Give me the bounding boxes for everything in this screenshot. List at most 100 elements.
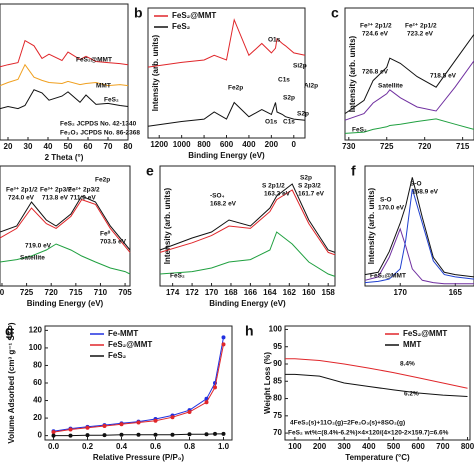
data-point (221, 431, 226, 436)
annotation: 703.5 eV (100, 239, 127, 246)
panel-letter: c (331, 5, 339, 21)
data-point (68, 427, 73, 432)
y-tick-label: 75 (273, 411, 282, 420)
y-tick-label: 80 (273, 394, 282, 403)
series-line (0, 243, 131, 275)
series-line (147, 18, 306, 68)
series-line (285, 358, 468, 389)
x-tick-label: 165 (449, 288, 463, 297)
panel: 0.0 0.2 0.4 0.6 0.8 1.0 0 20 40 60 80 100 120 Relativ… (5, 322, 233, 462)
x-tick-label: 200 (265, 140, 279, 149)
annotation: S 2p1/2 (262, 183, 285, 190)
x-tick-label: 50 (64, 142, 73, 151)
annotation: FeS₂ JCPDS No. 42-1340 (60, 121, 137, 128)
series-line (364, 188, 474, 284)
annotation: Fe₂O₃ JCPDS No. 86-2368 (60, 130, 140, 137)
annotation: Si2p (293, 63, 307, 70)
x-tick-label: 725 (20, 288, 34, 297)
x-tick-label: 720 (418, 142, 432, 151)
annotation: O1s (268, 37, 281, 44)
x-tick-label: 160 (302, 288, 316, 297)
series-line (0, 63, 129, 87)
annotation: 163.3 eV (264, 191, 291, 198)
annotation: S2p (283, 95, 295, 102)
x-axis-label: 2 Theta (°) (45, 153, 84, 162)
legend-label: FeS₂@MMT (403, 329, 447, 338)
legend-label: FeS₂ (172, 22, 191, 31)
annotation: 168.2 eV (210, 201, 237, 208)
annotation: FeS₂ (170, 273, 185, 280)
series-line (364, 227, 474, 285)
annotation: MMT (96, 83, 111, 90)
annotation: 718.5 eV (430, 73, 457, 80)
series-line (285, 373, 468, 397)
y-tick-label: 100 (29, 343, 43, 352)
panel-letter: b (134, 5, 143, 21)
x-tick-label: 1.0 (218, 442, 230, 451)
y-tick-label: 100 (269, 325, 283, 334)
annotation: 170.0 eV (378, 205, 405, 212)
series-line (0, 89, 129, 110)
x-tick-label: 720 (45, 288, 59, 297)
annotation: -SO₄ (210, 193, 225, 200)
series-line (344, 60, 474, 121)
plot-frame (0, 165, 131, 287)
x-tick-label: 162 (283, 288, 297, 297)
y-axis-label: Intensity (arb. units) (151, 34, 160, 111)
y-tick-label: 20 (33, 413, 42, 422)
x-tick-label: 0.0 (48, 442, 60, 451)
annotation: S2p (300, 175, 312, 182)
y-tick-label: 0 (38, 431, 43, 440)
series-line (344, 118, 474, 134)
x-tick-label: 0.4 (116, 442, 128, 451)
x-tick-label: 40 (44, 142, 53, 151)
x-tick-label: 200 (313, 442, 327, 451)
annotation: 161.7 eV (298, 191, 325, 198)
y-tick-label: 95 (273, 342, 282, 351)
plot-frame (0, 3, 129, 141)
x-tick-label: 0.8 (184, 442, 196, 451)
data-point (213, 431, 217, 436)
x-tick-label: 715 (456, 142, 470, 151)
x-tick-label: 100 (288, 442, 302, 451)
panel: 0 725 720 715 710 705 Binding Energy (eV) Fe2p F… (0, 165, 132, 308)
data-point (170, 415, 175, 420)
annotation: FeS₂@MMT (76, 57, 112, 64)
annotation: S2p (297, 111, 309, 118)
x-tick-label: 158 (322, 288, 336, 297)
data-point (204, 432, 209, 437)
x-tick-label: 600 (220, 140, 234, 149)
legend-label: Fe-MMT (108, 329, 138, 338)
panel-letter: e (146, 163, 154, 179)
y-axis-label: Intensity (arb. units) (367, 187, 376, 264)
x-tick-label: 1000 (173, 140, 191, 149)
annotation: Fe⁰ (100, 230, 111, 238)
legend-label: FeS₂@MMT (172, 11, 216, 20)
x-tick-label: 715 (69, 288, 83, 297)
data-point (51, 430, 56, 435)
series-line (159, 183, 336, 253)
data-point (51, 433, 56, 438)
data-point (170, 432, 175, 437)
x-tick-label: 725 (380, 142, 394, 151)
y-tick-label: 40 (33, 396, 42, 405)
annotation: 724.0 eV (8, 195, 35, 202)
annotation: Fe2p (228, 85, 243, 92)
y-axis-label: Volume Adsorbed (cm³ g⁻¹ STP) (7, 322, 16, 443)
x-tick-label: 400 (242, 140, 256, 149)
x-tick-label: 600 (412, 442, 426, 451)
x-tick-label: 730 (342, 142, 356, 151)
data-point (136, 432, 141, 437)
plot-frame (284, 325, 471, 441)
x-tick-label: 164 (263, 288, 277, 297)
x-tick-label: 170 (394, 288, 408, 297)
annotation: FeS₂ wt%=(8.4%-6.2%)×4×120/(4×120-2×159.… (288, 430, 449, 437)
x-tick-label: 30 (24, 142, 33, 151)
x-tick-label: 80 (124, 142, 133, 151)
x-tick-label: 172 (185, 288, 199, 297)
plot-frame (344, 7, 474, 141)
series-line (364, 177, 474, 278)
series-line (0, 198, 131, 253)
x-tick-label: 170 (205, 288, 219, 297)
